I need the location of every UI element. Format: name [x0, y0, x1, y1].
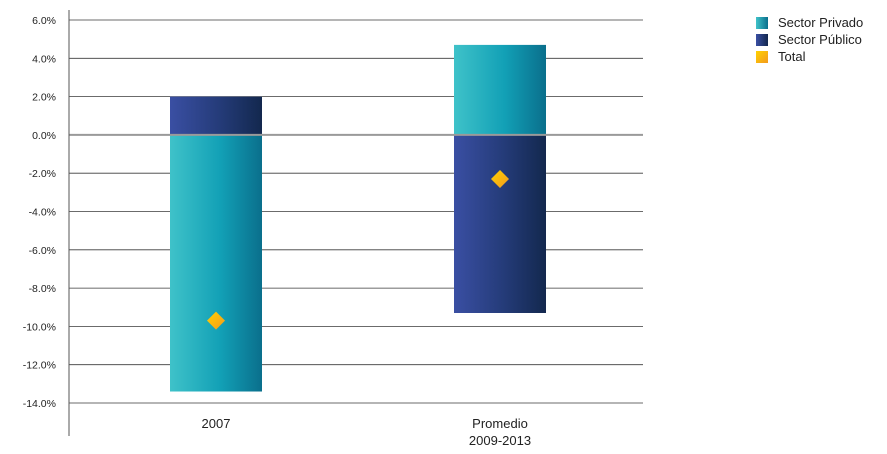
y-tick-label: -6.0% [29, 245, 56, 257]
legend-label: Sector Público [778, 32, 862, 47]
y-tick-label: 2.0% [32, 92, 56, 104]
bar-sector-publico-1 [454, 134, 546, 313]
legend-swatch-sector-publico [756, 33, 768, 46]
y-tick-label: -14.0% [23, 398, 56, 410]
x-tick-label: 2009-2013 [469, 433, 531, 448]
legend-item-sector-publico: Sector Público [756, 31, 863, 48]
x-tick-label: Promedio [472, 416, 528, 431]
legend: Sector Privado Sector Público Total [756, 14, 863, 65]
x-axis-labels: 2007 Promedio 2009-2013 [202, 416, 532, 448]
legend-label: Total [778, 49, 806, 64]
legend-item-sector-privado: Sector Privado [756, 14, 863, 31]
grid-lines [69, 19, 643, 404]
total-markers [207, 169, 509, 330]
legend-item-total: Total [756, 48, 863, 65]
legend-label: Sector Privado [778, 15, 864, 30]
y-tick-label: -8.0% [29, 283, 56, 295]
marker-total-0 [207, 311, 225, 330]
y-tick-label: -10.0% [23, 321, 56, 333]
y-tick-label: 0.0% [32, 130, 56, 142]
y-tick-label: 6.0% [32, 15, 56, 27]
marker-total-1 [491, 169, 509, 188]
y-axis-ticks: 6.0% 4.0% 2.0% 0.0% -2.0% -4.0% -6.0% -8.0% -10.… [23, 15, 56, 410]
y-tick-label: -2.0% [29, 168, 56, 180]
bar-sector-privado-0 [170, 134, 262, 392]
legend-swatch-total [756, 50, 768, 63]
bar-sector-publico-0 [170, 96, 262, 135]
bar-sector-privado-1 [454, 44, 546, 135]
y-tick-label: -4.0% [29, 207, 56, 219]
bars [170, 44, 546, 392]
y-tick-label: -12.0% [23, 360, 56, 372]
x-tick-label: 2007 [202, 416, 231, 431]
legend-swatch-sector-privado [756, 16, 768, 29]
y-tick-label: 4.0% [32, 53, 56, 65]
